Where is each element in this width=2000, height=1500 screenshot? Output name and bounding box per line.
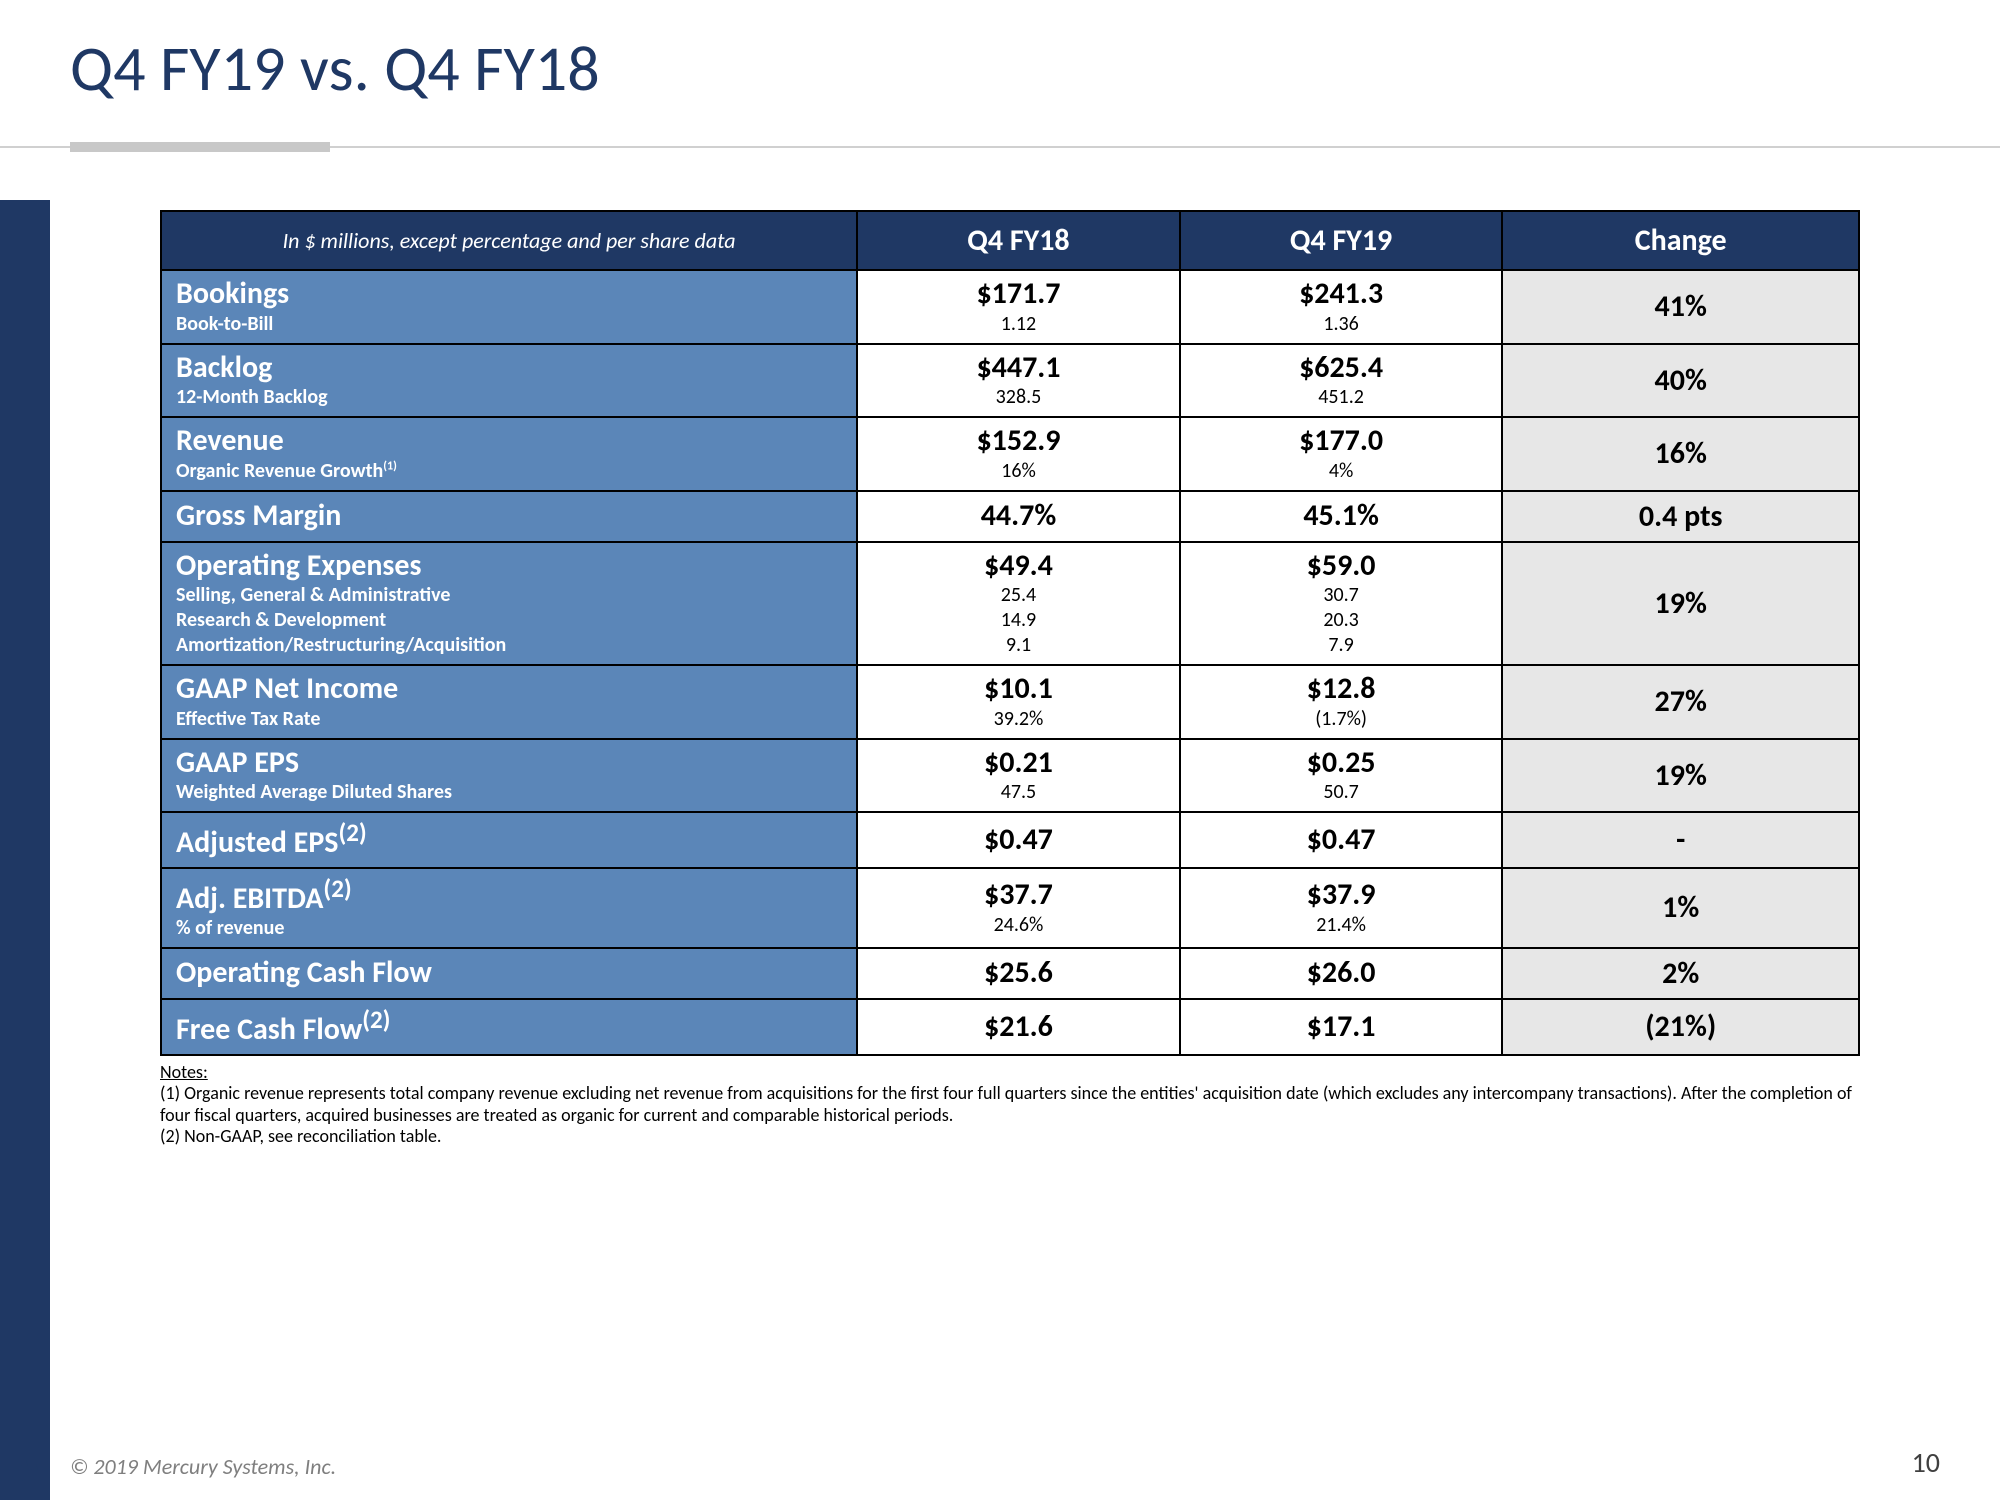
header-col-fy18: Q4 FY18	[857, 211, 1180, 270]
footnote-2: (2) Non-GAAP, see reconciliation table.	[160, 1125, 441, 1147]
value-fy18: $171.71.12	[857, 270, 1180, 344]
table-row: GAAP EPSWeighted Average Diluted Shares$…	[161, 739, 1859, 813]
value-fy18: $0.2147.5	[857, 739, 1180, 813]
value-fy18: $49.425.414.99.1	[857, 542, 1180, 666]
value-fy19: $37.921.4%	[1180, 868, 1503, 949]
value-fy18: $37.724.6%	[857, 868, 1180, 949]
value-fy19: $0.2550.7	[1180, 739, 1503, 813]
header-col-change: Change	[1502, 211, 1859, 270]
row-label: Gross Margin	[161, 491, 857, 542]
value-change: (21%)	[1502, 999, 1859, 1055]
table-row: BookingsBook-to-Bill$171.71.12$241.31.36…	[161, 270, 1859, 344]
value-change: 40%	[1502, 344, 1859, 418]
value-fy19: $177.04%	[1180, 417, 1503, 491]
value-change: 19%	[1502, 542, 1859, 666]
header-note: In $ millions, except percentage and per…	[161, 211, 857, 270]
table-row: GAAP Net IncomeEffective Tax Rate$10.139…	[161, 665, 1859, 739]
table-header-row: In $ millions, except percentage and per…	[161, 211, 1859, 270]
footnote-1: (1) Organic revenue represents total com…	[160, 1082, 1852, 1126]
value-fy18: 44.7%	[857, 491, 1180, 542]
table-row: Operating ExpensesSelling, General & Adm…	[161, 542, 1859, 666]
content-area: In $ millions, except percentage and per…	[160, 210, 1860, 1148]
row-label: RevenueOrganic Revenue Growth(1)	[161, 417, 857, 491]
value-change: 1%	[1502, 868, 1859, 949]
table-row: Backlog12-Month Backlog$447.1328.5$625.4…	[161, 344, 1859, 418]
table-row: Operating Cash Flow$25.6$26.02%	[161, 948, 1859, 999]
financial-table: In $ millions, except percentage and per…	[160, 210, 1860, 1056]
table-row: Gross Margin44.7%45.1%0.4 pts	[161, 491, 1859, 542]
row-label: Operating ExpensesSelling, General & Adm…	[161, 542, 857, 666]
row-label: Operating Cash Flow	[161, 948, 857, 999]
left-accent-bar	[0, 200, 50, 1500]
logo-icon	[6, 1452, 46, 1492]
table-row: Adj. EBITDA(2)% of revenue$37.724.6%$37.…	[161, 868, 1859, 949]
value-fy19: $0.47	[1180, 812, 1503, 868]
value-fy19: $12.8(1.7%)	[1180, 665, 1503, 739]
value-fy18: $447.1328.5	[857, 344, 1180, 418]
value-fy18: $25.6	[857, 948, 1180, 999]
table-row: Free Cash Flow(2)$21.6$17.1(21%)	[161, 999, 1859, 1055]
value-change: 0.4 pts	[1502, 491, 1859, 542]
value-change: 16%	[1502, 417, 1859, 491]
value-change: 19%	[1502, 739, 1859, 813]
copyright: © 2019 Mercury Systems, Inc.	[70, 1453, 336, 1480]
value-fy19: $625.4451.2	[1180, 344, 1503, 418]
table-row: RevenueOrganic Revenue Growth(1)$152.916…	[161, 417, 1859, 491]
value-fy19: $17.1	[1180, 999, 1503, 1055]
value-change: 27%	[1502, 665, 1859, 739]
header-col-fy19: Q4 FY19	[1180, 211, 1503, 270]
row-label: Adjusted EPS(2)	[161, 812, 857, 868]
value-fy18: $152.916%	[857, 417, 1180, 491]
value-fy18: $21.6	[857, 999, 1180, 1055]
title-divider	[0, 138, 2000, 156]
value-change: -	[1502, 812, 1859, 868]
value-fy19: $26.0	[1180, 948, 1503, 999]
slide-title: Q4 FY19 vs. Q4 FY18	[0, 0, 2000, 128]
value-change: 41%	[1502, 270, 1859, 344]
value-fy19: 45.1%	[1180, 491, 1503, 542]
value-fy19: $59.030.720.37.9	[1180, 542, 1503, 666]
row-label: GAAP EPSWeighted Average Diluted Shares	[161, 739, 857, 813]
value-change: 2%	[1502, 948, 1859, 999]
row-label: BookingsBook-to-Bill	[161, 270, 857, 344]
row-label: Backlog12-Month Backlog	[161, 344, 857, 418]
footnotes: Notes: (1) Organic revenue represents to…	[160, 1062, 1860, 1148]
value-fy18: $0.47	[857, 812, 1180, 868]
row-label: Free Cash Flow(2)	[161, 999, 857, 1055]
table-row: Adjusted EPS(2)$0.47$0.47-	[161, 812, 1859, 868]
value-fy19: $241.31.36	[1180, 270, 1503, 344]
page-number: 10	[1912, 1445, 1940, 1480]
value-fy18: $10.139.2%	[857, 665, 1180, 739]
row-label: GAAP Net IncomeEffective Tax Rate	[161, 665, 857, 739]
row-label: Adj. EBITDA(2)% of revenue	[161, 868, 857, 949]
footnotes-heading: Notes:	[160, 1061, 208, 1083]
